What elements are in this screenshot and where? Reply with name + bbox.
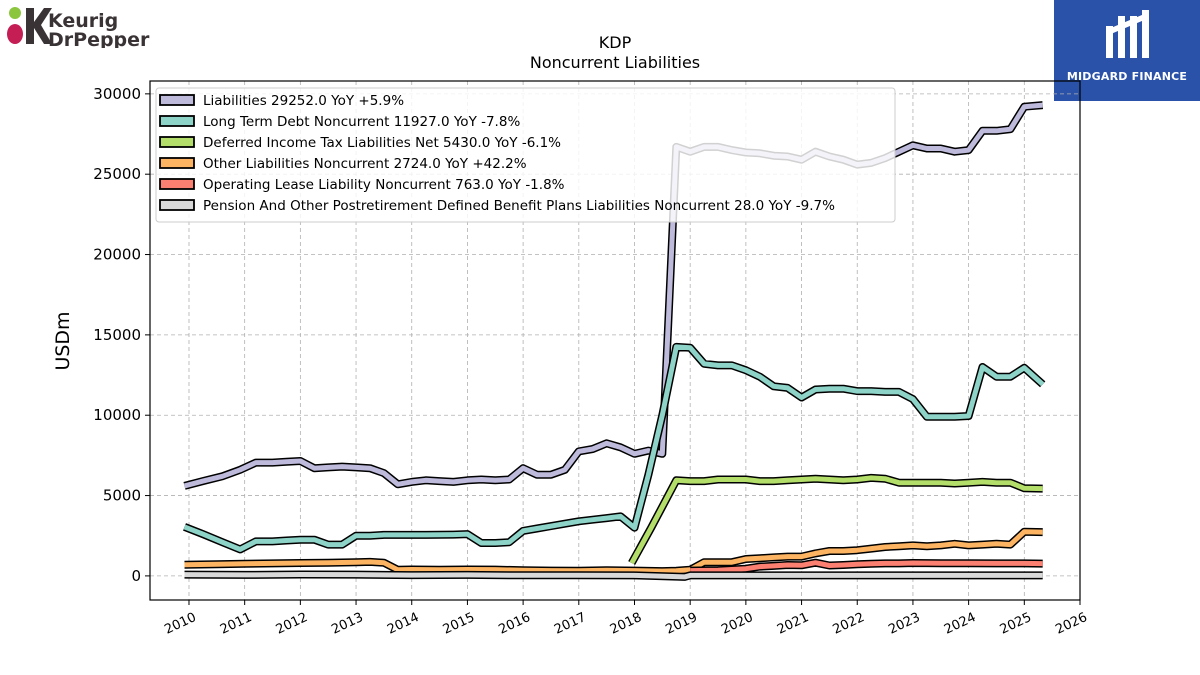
legend-swatch <box>159 94 195 106</box>
x-tick-label: 2012 <box>274 610 310 638</box>
series-line <box>629 475 1043 565</box>
legend-swatch <box>159 199 195 211</box>
x-tick-label: 2017 <box>552 610 588 638</box>
x-axis: 2010 2011 2012 2013 2014 2015 2016 2017 2018 2019… <box>162 600 1090 638</box>
legend-entry: Deferred Income Tax Liabilities Net 5430… <box>203 135 561 151</box>
midgard-m-icon <box>1106 10 1149 58</box>
legend-entry: Operating Lease Liability Noncurrent 763… <box>203 177 565 193</box>
series-1 <box>183 342 1046 554</box>
y-tick-label: 30000 <box>93 85 141 103</box>
x-tick-label: 2026 <box>1053 610 1089 638</box>
x-tick-label: 2013 <box>329 610 365 638</box>
legend-entry: Pension And Other Postretirement Defined… <box>203 198 835 214</box>
legend-swatch <box>159 136 195 148</box>
legend-swatch <box>159 115 195 127</box>
y-tick-label: 25000 <box>93 165 141 183</box>
x-tick-label: 2016 <box>496 610 532 638</box>
series-3 <box>184 527 1043 576</box>
logo-k-mark <box>26 8 52 44</box>
x-tick-label: 2019 <box>664 610 700 638</box>
x-tick-label: 2020 <box>719 610 755 638</box>
chart-title: KDP <box>599 33 632 52</box>
y-axis-label: USDm <box>52 311 74 370</box>
legend-box <box>155 87 896 223</box>
x-tick-label: 2015 <box>441 610 477 638</box>
series-line <box>184 529 1043 574</box>
x-tick-label: 2024 <box>942 610 978 638</box>
badge-text: MIDGARD FINANCE <box>1066 70 1188 83</box>
series-line <box>183 102 1043 489</box>
y-tick-label: 0 <box>131 567 141 585</box>
series-line <box>184 572 1043 580</box>
legend-entry: Other Liabilities Noncurrent 2724.0 YoY … <box>203 156 527 172</box>
series-line <box>183 344 1045 552</box>
x-tick-label: 2014 <box>385 610 421 638</box>
x-tick-label: 2021 <box>775 610 811 638</box>
series-2 <box>628 473 1043 565</box>
y-tick-label: 10000 <box>93 406 141 424</box>
chart-subtitle: Noncurrent Liabilities <box>530 53 700 72</box>
series-0 <box>183 101 1044 490</box>
y-tick-label: 15000 <box>93 326 141 344</box>
logo-drop-icon <box>7 24 23 44</box>
legend-swatch <box>159 178 195 190</box>
series-5 <box>184 570 1043 581</box>
midgard-finance-badge: MIDGARD FINANCE <box>1054 0 1200 101</box>
legend: Liabilities 29252.0 YoY +5.9% Long Term D… <box>155 87 896 223</box>
logo-line1: Keurig <box>48 10 118 32</box>
x-tick-label: 2010 <box>162 610 198 638</box>
x-tick-label: 2025 <box>998 610 1034 638</box>
logo-leaf-icon <box>9 7 21 19</box>
x-tick-label: 2018 <box>608 610 644 638</box>
y-tick-label: 20000 <box>93 246 141 264</box>
series-line <box>690 560 1043 574</box>
legend-entry: Liabilities 29252.0 YoY +5.9% <box>203 93 404 109</box>
series-lines <box>183 101 1046 581</box>
series-4 <box>690 558 1043 575</box>
legend-entry: Long Term Debt Noncurrent 11927.0 YoY -7… <box>203 114 520 130</box>
keurig-dr-pepper-logo: Keurig DrPepper <box>4 4 164 51</box>
x-tick-label: 2011 <box>218 610 254 638</box>
x-tick-label: 2022 <box>831 610 867 638</box>
legend-swatch <box>159 157 195 169</box>
logo-line2: DrPepper <box>48 29 150 48</box>
y-tick-label: 5000 <box>103 487 141 505</box>
plot-frame <box>149 80 1081 601</box>
x-tick-label: 2023 <box>886 610 922 638</box>
y-axis: 0 5000 10000 15000 20000 25000 30000 <box>93 85 150 585</box>
